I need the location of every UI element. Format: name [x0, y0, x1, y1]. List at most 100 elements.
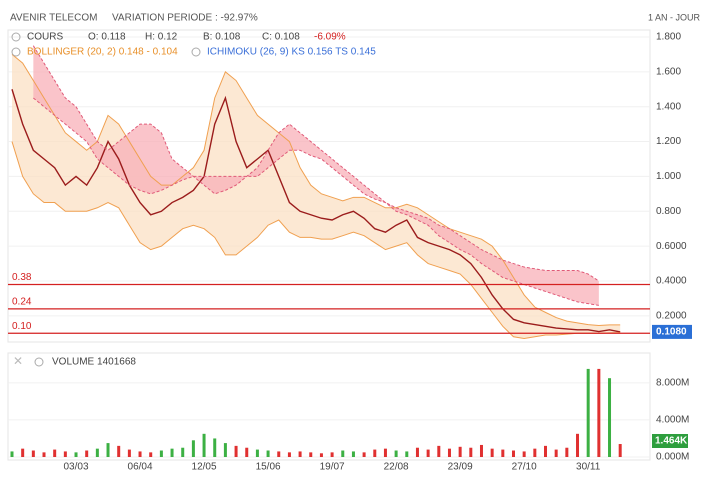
volume-bar [490, 448, 494, 457]
volume-bar [53, 449, 57, 457]
volume-bar [405, 451, 409, 457]
volume-bar [362, 452, 366, 457]
volume-bar [426, 449, 430, 457]
volume-bar [42, 452, 46, 457]
legend: COURS O: 0.118 H: 0.12 B: 0.108 C: 0.108… [11, 32, 376, 368]
volume-bar [298, 451, 302, 457]
volume-bar [95, 448, 99, 457]
gear-icon[interactable] [11, 32, 21, 42]
y-tick-label: 0.4000 [656, 276, 687, 287]
x-tick-label: 03/03 [64, 462, 89, 473]
volume-bar [608, 378, 612, 457]
volume-bar [277, 451, 281, 457]
x-tick-label: 23/09 [448, 462, 473, 473]
price-tag [652, 324, 692, 339]
gear-icon[interactable] [11, 47, 21, 57]
volume-bar [458, 446, 462, 457]
legend-close: C: 0.108 [262, 32, 300, 43]
volume-bar [597, 368, 601, 457]
y-tick-label: 8.000M [656, 377, 689, 388]
close-icon[interactable]: ✕ [13, 354, 23, 368]
volume-bar [469, 447, 473, 457]
volume-bar [117, 445, 121, 457]
variation: VARIATION PERIODE : -92.97% [112, 13, 258, 24]
y-tick-label: 1.800 [656, 32, 681, 43]
volume-bar [149, 452, 153, 457]
volume-bar [170, 448, 174, 457]
volume-bar [554, 449, 558, 457]
volume-bar [565, 447, 569, 457]
x-tick-label: 19/07 [320, 462, 345, 473]
volume-bar [85, 450, 89, 457]
period: 1 AN - JOUR [648, 12, 701, 22]
volume-bar [106, 443, 110, 457]
volume-bar [266, 450, 270, 457]
volume-bar [138, 451, 142, 457]
volume-bar [447, 448, 451, 457]
volume-bar [618, 444, 622, 457]
series-line [11, 141, 621, 340]
legend-bollinger: BOLLINGER (20, 2) 0.148 - 0.104 [27, 47, 178, 58]
volume-bar [319, 453, 323, 457]
y-tick-label: 0.800 [656, 206, 681, 217]
volume-bar [223, 443, 227, 457]
volume-bar [511, 450, 515, 457]
volume-bar [127, 449, 131, 457]
gear-icon[interactable] [191, 47, 201, 57]
series-line [11, 54, 621, 326]
volume-bar [479, 444, 483, 457]
volume-bar [74, 452, 78, 457]
level-label: 0.38 [12, 272, 32, 283]
series-line [32, 45, 600, 282]
level-label: 0.10 [12, 321, 32, 332]
volume-bar [245, 447, 249, 457]
y-tick-label: 4.000M [656, 415, 689, 426]
y-tick-label: 1.200 [656, 136, 681, 147]
volume-bar [522, 451, 526, 457]
x-tick-label: 12/05 [192, 462, 217, 473]
volume-bar [213, 438, 217, 457]
volume-bar [576, 433, 580, 457]
gear-icon[interactable] [34, 357, 44, 367]
volume-bar [202, 433, 206, 457]
ichimoku-cloud [33, 45, 599, 306]
legend-change: -6.09% [314, 32, 346, 43]
x-tick-label: 30/11 [576, 462, 601, 473]
volume-bar [533, 448, 537, 457]
volume-tag-label: 1.464K [655, 436, 688, 447]
volume-bar [341, 450, 345, 457]
volume-bar [415, 447, 419, 457]
volume-bar [309, 452, 313, 457]
x-tick-label: 06/04 [128, 462, 153, 473]
volume-panel [7, 352, 651, 461]
legend-cours: COURS [27, 32, 63, 43]
x-tick-label: 22/08 [384, 462, 409, 473]
volume-bar [63, 451, 67, 457]
price-panel [7, 29, 651, 343]
legend-low: B: 0.108 [203, 32, 241, 43]
y-tick-label: 0.000M [656, 452, 689, 463]
volume-bar [287, 452, 291, 457]
volume-title: VOLUME 1401668 [52, 357, 136, 368]
legend-ichimoku: ICHIMOKU (26, 9) KS 0.156 TS 0.145 [207, 47, 376, 58]
volume-bar [31, 450, 35, 457]
x-tick-label: 15/06 [256, 462, 281, 473]
x-tick-label: 27/10 [512, 462, 537, 473]
bollinger-band [12, 54, 621, 339]
level-label: 0.24 [12, 297, 32, 308]
volume-bar [373, 449, 377, 457]
legend-open: O: 0.118 [88, 32, 126, 43]
volume-bar [437, 445, 441, 457]
volume-bar [394, 450, 398, 457]
y-tick-label: 1.600 [656, 66, 681, 77]
volume-bar [181, 447, 185, 457]
series-line [11, 89, 621, 333]
y-tick-label: 0.2000 [656, 310, 687, 321]
y-tick-label: 0.6000 [656, 241, 687, 252]
volume-bar [159, 450, 163, 457]
y-tick-label: 1.400 [656, 101, 681, 112]
volume-bar [586, 368, 590, 457]
volume-tag [652, 434, 688, 448]
y-tick-label: 1.000 [656, 171, 681, 182]
